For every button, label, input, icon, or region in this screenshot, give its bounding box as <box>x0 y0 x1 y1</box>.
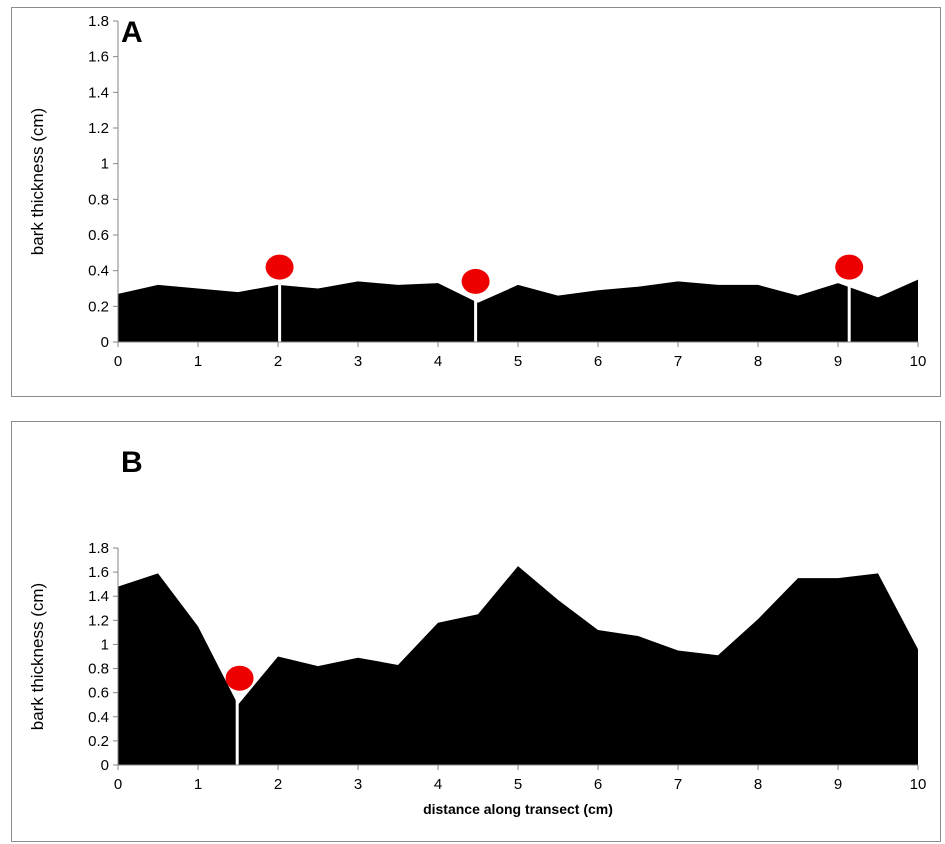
y-tick-label: 1.2 <box>88 120 109 137</box>
x-tick-label: 6 <box>594 353 602 370</box>
panel-a: 0 0.2 0.4 0.6 0.8 1 1.2 1.4 1.6 1.8 0 1 2 3 4 5 6 7 8 9 10 ba… <box>11 7 941 397</box>
marker-point <box>461 268 490 294</box>
x-tick-label: 3 <box>354 353 362 370</box>
x-tick-label: 7 <box>674 776 682 793</box>
x-tick-label: 4 <box>434 776 442 793</box>
marker-point <box>835 254 864 280</box>
y-tick-label: 0.6 <box>88 227 109 244</box>
x-tick-label: 8 <box>754 776 762 793</box>
y-tick-label: 0.4 <box>88 263 109 280</box>
y-tick-label: 0.8 <box>88 661 109 678</box>
panel-frame <box>11 7 941 397</box>
x-tick-label: 0 <box>114 776 122 793</box>
x-tick-label: 4 <box>434 353 442 370</box>
x-tick-label: 9 <box>834 353 842 370</box>
x-tick-label: 2 <box>274 776 282 793</box>
y-tick-label: 1.6 <box>88 49 109 66</box>
y-tick-label: 0.6 <box>88 685 109 702</box>
y-tick-label: 0.4 <box>88 709 109 726</box>
y-tick-label: 1.2 <box>88 612 109 629</box>
x-axis-title: distance along transect (cm) <box>423 801 613 817</box>
y-tick-label: 0.2 <box>88 733 109 750</box>
x-tick-label: 5 <box>514 776 522 793</box>
y-tick-label: 0 <box>101 757 109 774</box>
x-tick-label: 2 <box>274 353 282 370</box>
x-tick-label: 0 <box>114 353 122 370</box>
y-tick-label: 1.4 <box>88 84 109 101</box>
y-tick-label: 1.6 <box>88 564 109 581</box>
panel-frame <box>11 421 941 842</box>
x-tick-label: 1 <box>194 353 202 370</box>
x-tick-label: 6 <box>594 776 602 793</box>
x-tick-label: 5 <box>514 353 522 370</box>
panel-label: B <box>121 446 143 479</box>
y-tick-label: 0.8 <box>88 191 109 208</box>
y-tick-label: 1 <box>101 636 109 653</box>
y-tick-label: 0 <box>101 334 109 351</box>
area-series <box>118 279 918 342</box>
y-tick-label: 1 <box>101 156 109 173</box>
y-axis-title: bark thickness (cm) <box>28 108 47 255</box>
x-tick-label: 1 <box>194 776 202 793</box>
x-tick-label: 8 <box>754 353 762 370</box>
area-series <box>118 566 918 765</box>
x-tick-label: 3 <box>354 776 362 793</box>
x-tick-label: 9 <box>834 776 842 793</box>
y-tick-label: 1.8 <box>88 13 109 30</box>
y-tick-label: 1.4 <box>88 588 109 605</box>
marker-point <box>265 254 294 280</box>
x-tick-label: 10 <box>910 776 927 793</box>
y-axis-title: bark thickness (cm) <box>28 583 47 730</box>
x-tick-label: 10 <box>910 353 927 370</box>
marker-point <box>225 665 254 691</box>
x-tick-label: 7 <box>674 353 682 370</box>
panel-label: A <box>121 16 143 49</box>
y-tick-label: 0.2 <box>88 298 109 315</box>
y-tick-label: 1.8 <box>88 540 109 557</box>
panel-b: 0 0.2 0.4 0.6 0.8 1 1.2 1.4 1.6 1.8 0 1 2 3 4 5 6 7 8 9 10 ba… <box>11 421 941 842</box>
